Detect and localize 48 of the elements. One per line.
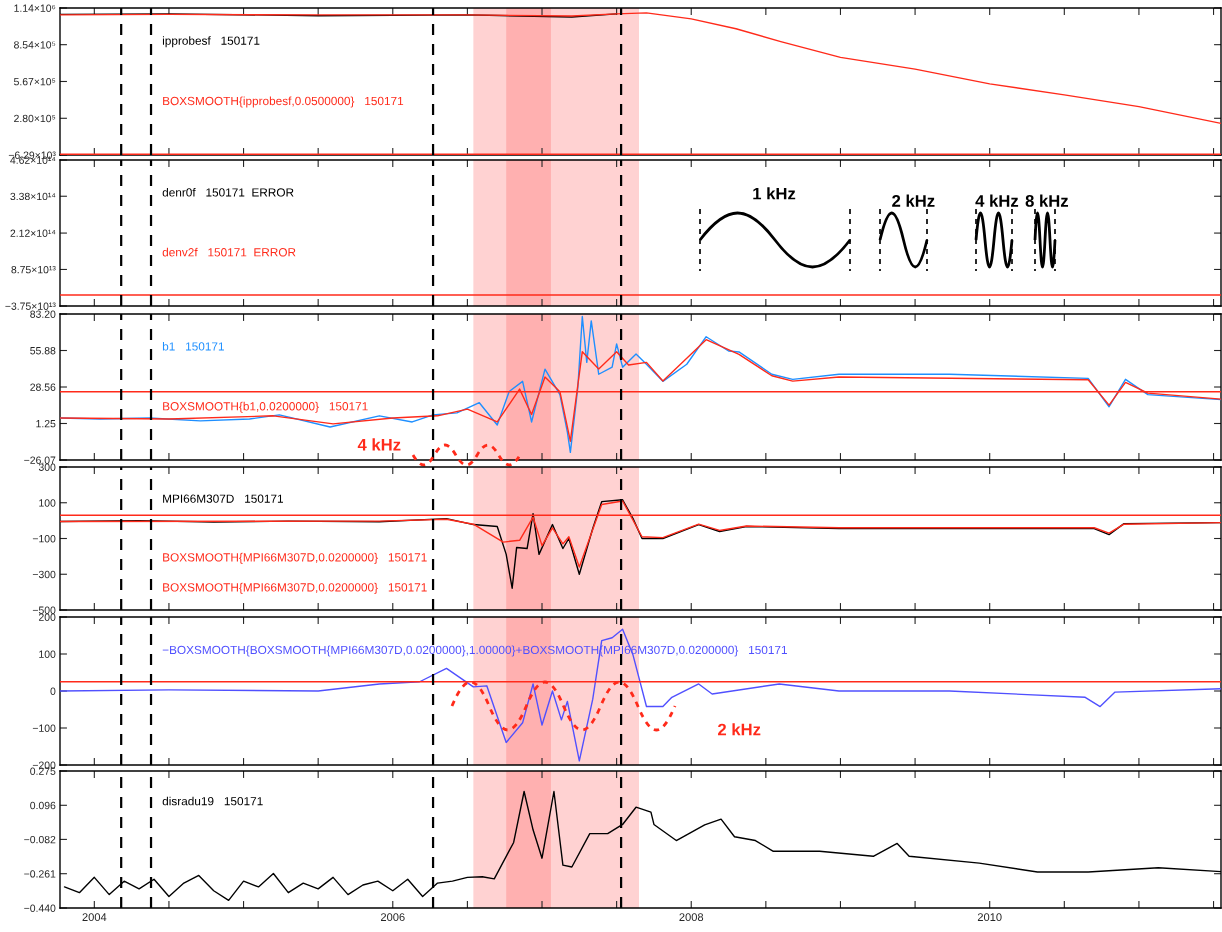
y-tick-label: −3.75×10¹³ <box>5 302 56 310</box>
y-tick-label: 83.20 <box>30 310 56 318</box>
y-tick-label: 5.67×10⁵ <box>13 77 56 86</box>
y-tick-label: 1.25 <box>36 420 56 428</box>
y-tick-label: 300 <box>38 463 56 471</box>
y-tick-label: 0 <box>50 687 56 695</box>
y-tick-label: 8.75×10¹³ <box>11 265 56 274</box>
annotation: 4 kHz <box>975 194 1019 207</box>
annotation: 1 kHz <box>753 187 796 200</box>
y-tick-label: −0.261 <box>24 870 56 878</box>
y-tick-label: −100 <box>32 724 56 732</box>
y-tick-label: 0.096 <box>30 801 56 810</box>
y-tick-label: −26.07 <box>24 456 56 464</box>
x-tick-label: 2010 <box>977 913 1002 922</box>
annotation: 4 kHz <box>357 438 401 451</box>
y-tick-label: −0.082 <box>24 835 56 844</box>
series-label: ipprobesf 150171 <box>162 36 260 48</box>
text: disradu19 150171 <box>162 796 263 806</box>
annotation: 8 kHz <box>1025 194 1069 207</box>
y-tick-label: 200 <box>38 613 56 621</box>
y-tick-label: 1.14×10⁶ <box>14 4 56 12</box>
y-tick-label: −500 <box>32 606 56 614</box>
series-label: MPI66M307D 150171 <box>163 494 283 503</box>
y-tick-label: −200 <box>32 761 56 769</box>
x-tick-label: 2008 <box>679 913 704 922</box>
legend-label: BOXSMOOTH{MPI66M307D,0.0200000} 150171 <box>163 582 427 594</box>
text: b1 150171 <box>162 341 224 351</box>
y-tick-label: −0.440 <box>24 904 56 912</box>
y-tick-label: 3.38×10¹⁴ <box>10 192 56 201</box>
annotation: 2 kHz <box>892 194 935 207</box>
x-tick-label: 2006 <box>380 913 405 922</box>
annotation: 2 kHz <box>717 723 761 736</box>
y-tick-label: 2.12×10¹⁴ <box>10 229 56 237</box>
text: BOXSMOOTH{MPI66M307D,0.0200000} 150171 <box>163 552 427 564</box>
y-tick-label: 28.56 <box>30 383 56 391</box>
x-tick-label: 2004 <box>82 913 107 922</box>
legend-label: denv2f 150171 ERROR <box>162 247 296 257</box>
y-tick-label: 100 <box>39 499 56 507</box>
y-tick-label: 8.54×10⁵ <box>14 41 56 49</box>
series-label: BOXSMOOTH{b1,0.0200000} 150171 <box>163 401 368 413</box>
legend-label: denr0f 150171 ERROR <box>162 187 294 197</box>
y-tick-label: −300 <box>32 570 56 579</box>
y-tick-label: 0.275 <box>30 767 56 775</box>
y-tick-label: 100 <box>39 650 56 658</box>
y-tick-label: 2.80×10⁵ <box>14 114 56 123</box>
y-tick-label: 55.88 <box>30 347 56 355</box>
text: BOXSMOOTH{ipprobesf,0.0500000} 150171 <box>163 96 404 108</box>
y-tick-label: −100 <box>32 535 56 543</box>
